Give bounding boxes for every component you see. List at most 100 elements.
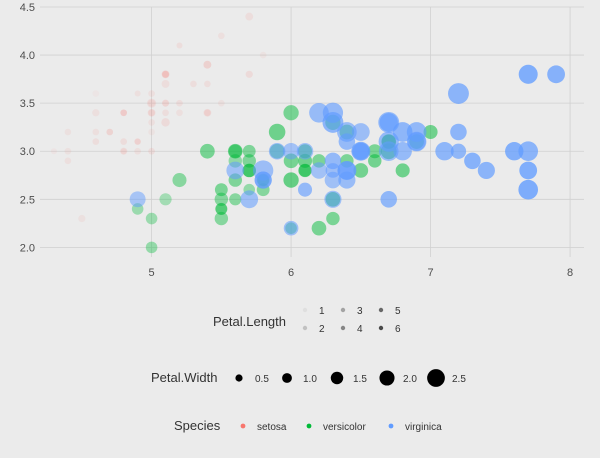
- point-virginica: [254, 171, 272, 189]
- point-versicolor: [214, 211, 229, 226]
- point-setosa: [64, 147, 72, 155]
- point-virginica: [309, 102, 329, 123]
- point-setosa: [176, 109, 183, 117]
- point-setosa: [176, 42, 183, 49]
- point-setosa: [92, 109, 100, 117]
- legend-petal-width-key: [379, 370, 395, 386]
- legend-species: Species setosa versicolor virginica: [174, 418, 442, 433]
- y-tick-label: 4.0: [20, 50, 35, 62]
- legend-petal-length-key: [340, 307, 346, 313]
- x-tick-label: 8: [567, 267, 573, 279]
- point-virginica: [378, 141, 399, 162]
- y-tick-label: 2.5: [20, 194, 35, 206]
- point-versicolor: [353, 163, 369, 178]
- point-setosa: [218, 99, 225, 107]
- y-tick-label: 4.5: [20, 2, 35, 14]
- legend-petal-length-key: [302, 325, 308, 331]
- point-setosa: [148, 109, 155, 117]
- point-setosa: [147, 98, 157, 108]
- legend-petal-length-label: 5: [395, 306, 401, 317]
- grid: [40, 6, 584, 257]
- point-virginica: [380, 191, 397, 208]
- y-axis-ticks: 2.0 2.5 3.0 3.5 4.0 4.5: [20, 2, 35, 254]
- point-setosa: [161, 99, 170, 107]
- point-versicolor: [242, 163, 256, 178]
- legend-petal-width-key: [282, 373, 292, 383]
- point-setosa: [148, 128, 155, 136]
- point-setosa: [134, 138, 141, 145]
- point-setosa: [92, 128, 100, 136]
- legend-petal-length-title: Petal.Length: [213, 314, 286, 329]
- point-setosa: [203, 108, 212, 117]
- point-setosa: [245, 70, 253, 78]
- legend-petal-width-title: Petal.Width: [151, 370, 217, 385]
- point-virginica: [547, 65, 565, 84]
- points: [50, 12, 565, 254]
- point-versicolor: [172, 173, 187, 188]
- legend-petal-length-label: 6: [395, 324, 401, 335]
- point-versicolor: [229, 193, 242, 206]
- point-versicolor: [215, 202, 228, 216]
- point-virginica: [378, 111, 400, 133]
- point-virginica: [129, 191, 146, 208]
- point-versicolor: [298, 164, 312, 177]
- point-versicolor: [268, 123, 286, 141]
- point-setosa: [190, 80, 197, 88]
- point-virginica: [435, 142, 454, 161]
- x-tick-label: 7: [428, 267, 434, 279]
- point-setosa: [203, 60, 212, 69]
- y-tick-label: 3.5: [20, 98, 35, 110]
- point-versicolor: [214, 183, 228, 197]
- legend-petal-length-label: 2: [319, 324, 325, 335]
- point-versicolor: [395, 163, 410, 178]
- point-virginica: [464, 152, 481, 170]
- point-setosa: [120, 109, 128, 117]
- x-tick-label: 5: [149, 267, 155, 279]
- point-setosa: [120, 148, 127, 155]
- point-setosa: [147, 99, 156, 107]
- point-versicolor: [145, 241, 158, 254]
- point-virginica: [338, 133, 356, 150]
- point-versicolor: [423, 124, 438, 140]
- point-setosa: [162, 109, 169, 117]
- point-virginica: [240, 190, 259, 209]
- point-versicolor: [283, 105, 299, 121]
- point-setosa: [161, 118, 170, 127]
- legend-species-key: [388, 423, 394, 429]
- point-setosa: [78, 214, 86, 223]
- legend-petal-length-label: 1: [319, 306, 325, 317]
- point-virginica: [283, 220, 299, 236]
- point-versicolor: [215, 203, 228, 215]
- point-setosa: [162, 70, 169, 78]
- point-versicolor: [200, 143, 215, 159]
- y-tick-label: 3.0: [20, 146, 35, 158]
- point-virginica: [518, 141, 539, 162]
- point-setosa: [92, 138, 100, 145]
- point-setosa: [134, 90, 141, 97]
- legend-petal-length-key: [340, 325, 346, 331]
- point-virginica: [518, 64, 538, 84]
- point-virginica: [518, 179, 539, 200]
- legend-petal-width-label: 1.5: [353, 374, 367, 385]
- legend-petal-length: Petal.Length 1 2 3 4 5 6: [213, 306, 401, 335]
- legend-petal-length-key: [378, 307, 384, 313]
- point-virginica: [337, 160, 357, 180]
- legend-petal-width-key: [235, 374, 243, 382]
- point-virginica: [226, 161, 245, 180]
- point-setosa: [161, 70, 170, 79]
- point-virginica: [448, 83, 469, 104]
- legend-petal-width-label: 0.5: [255, 374, 269, 385]
- legend-petal-length-key: [302, 307, 308, 313]
- point-versicolor: [131, 203, 144, 215]
- point-setosa: [120, 138, 128, 145]
- point-versicolor: [145, 212, 158, 225]
- x-axis-ticks: 5 6 7 8: [149, 267, 574, 279]
- legend-petal-length-label: 4: [357, 324, 363, 335]
- point-virginica: [351, 142, 370, 161]
- point-virginica: [519, 161, 538, 180]
- x-tick-label: 6: [288, 267, 294, 279]
- legend-species-label: setosa: [257, 422, 287, 433]
- point-setosa: [204, 80, 211, 88]
